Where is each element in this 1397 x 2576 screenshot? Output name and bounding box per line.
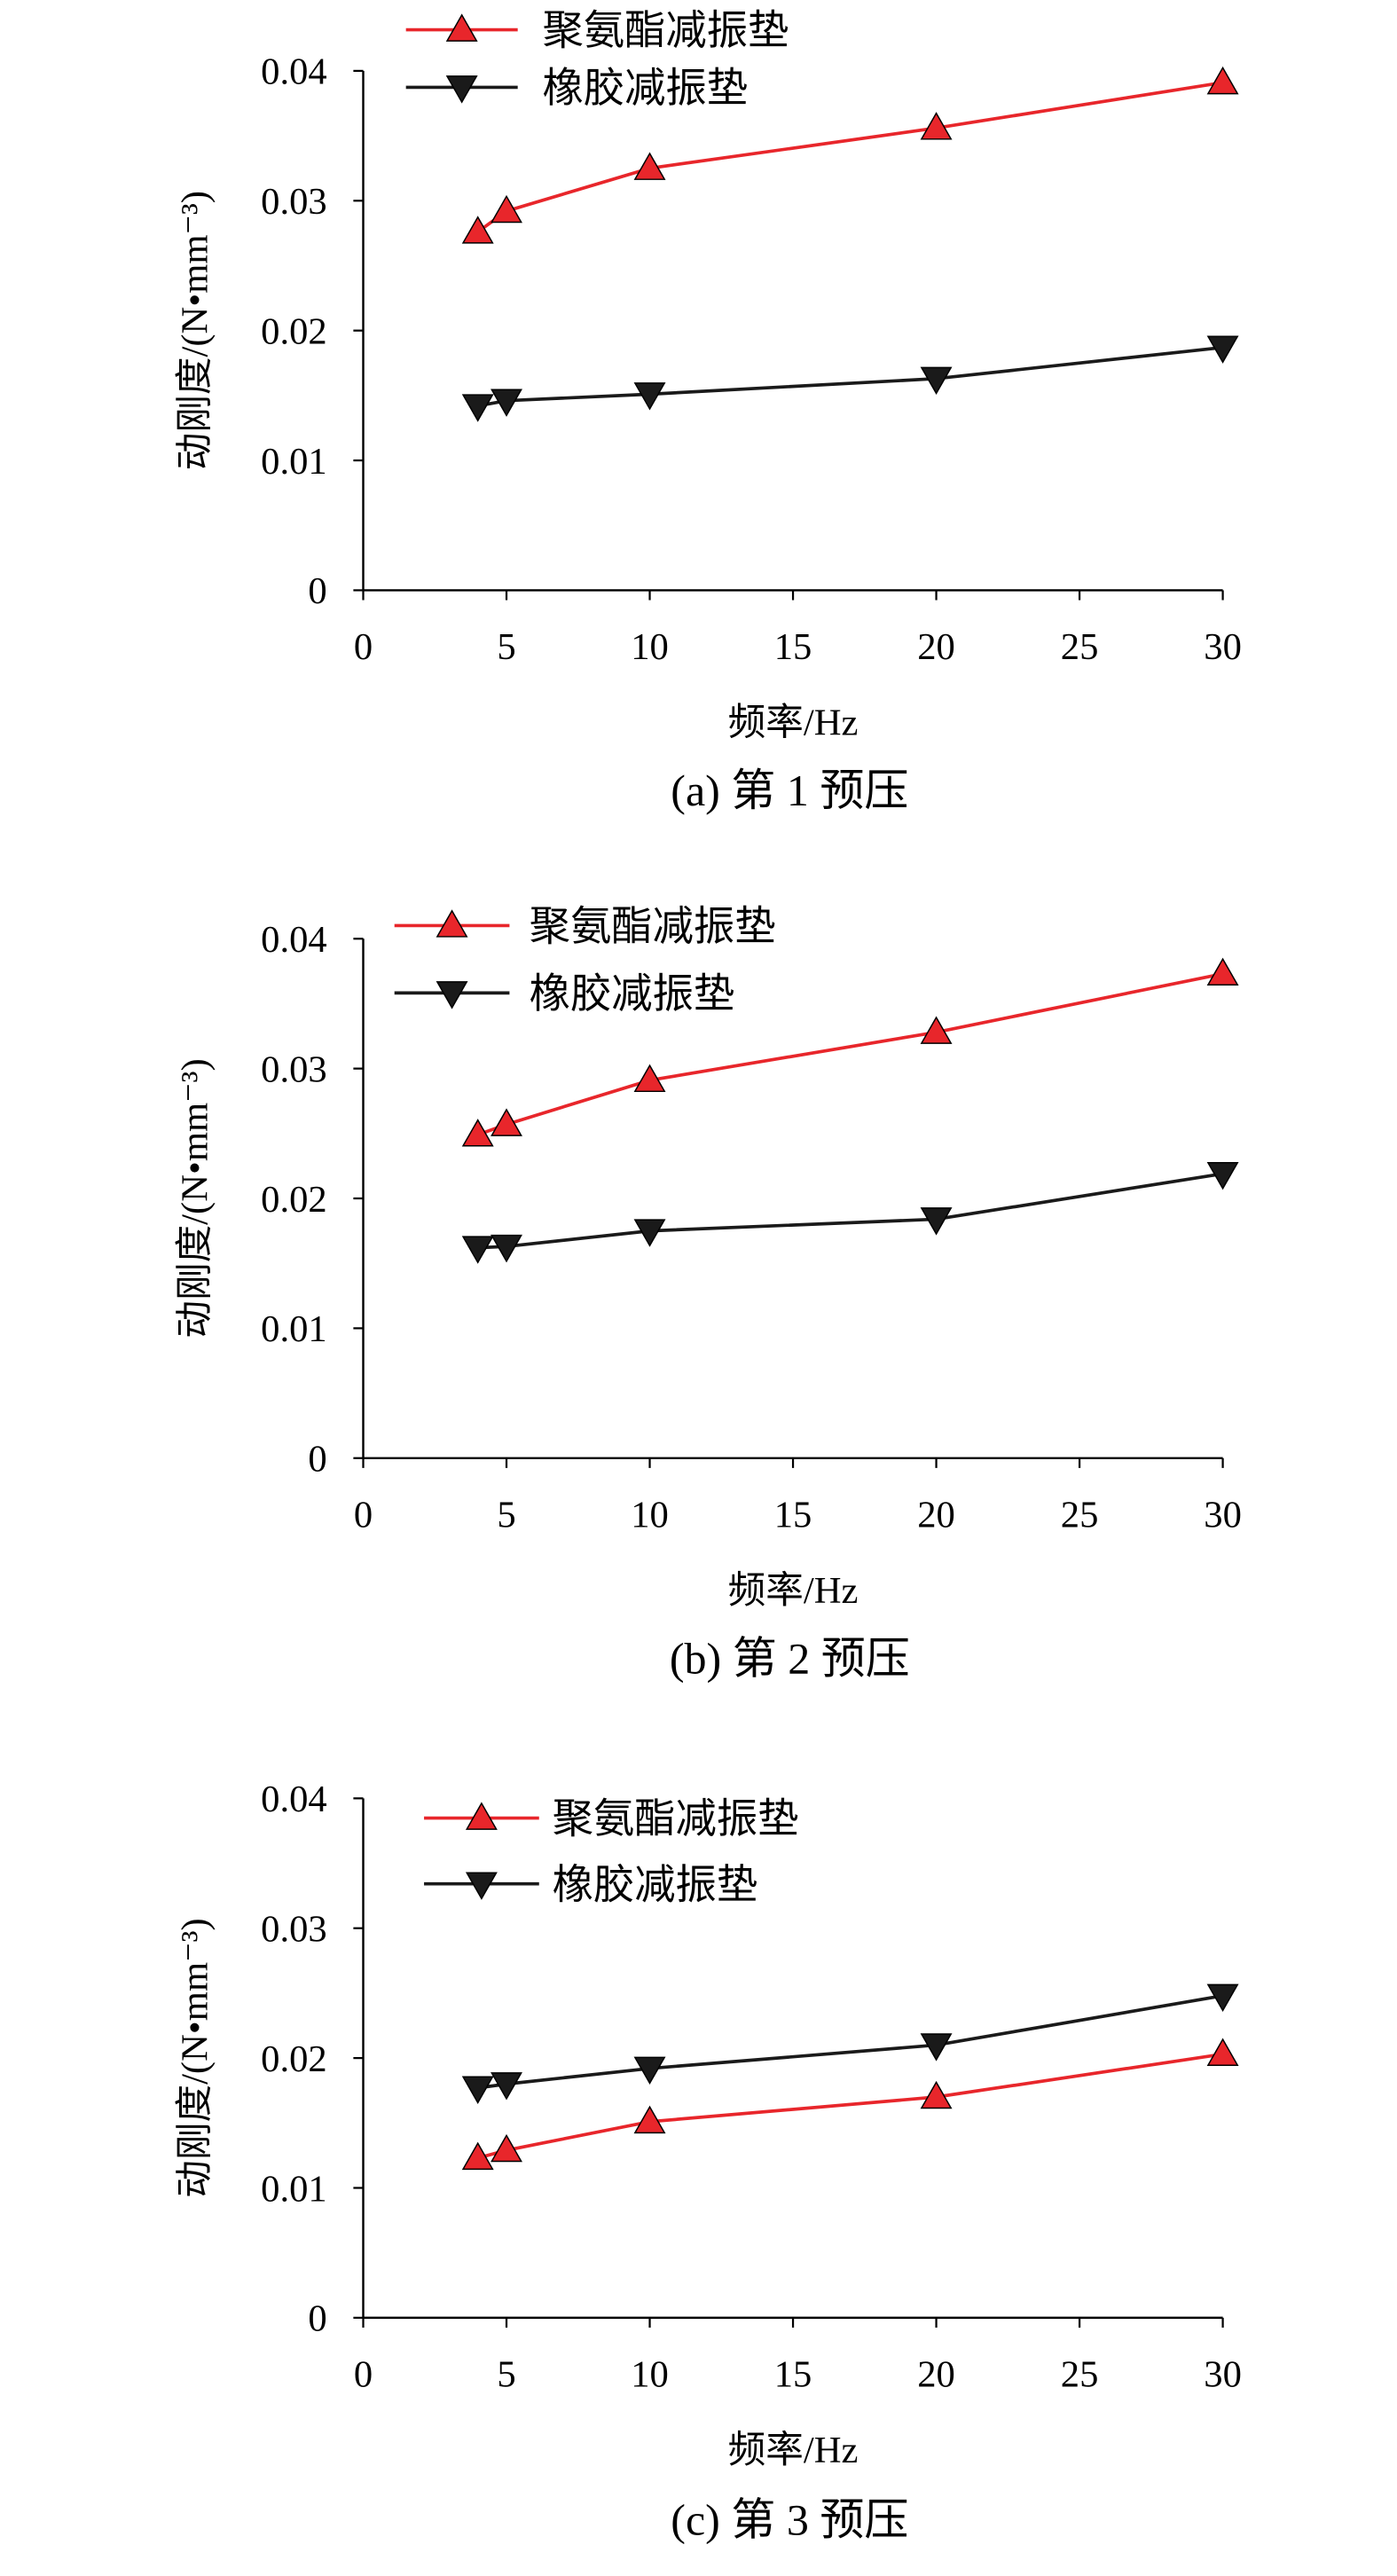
x-tick-label: 25 [1061,2354,1099,2396]
legend-label: 聚氨酯减振垫 [542,9,789,54]
legend-label: 橡胶减振垫 [542,67,748,112]
legend-label: 橡胶减振垫 [553,1863,758,1908]
y-tick-label: 0.04 [261,919,327,961]
data-point-marker [491,1234,522,1263]
data-point-marker [633,1219,666,1247]
legend-marker [465,1872,498,1900]
data-point-marker [920,366,953,395]
chart-caption: (b) 第 2 预压 [670,1634,910,1684]
data-point-marker [461,216,494,244]
data-point-marker [1206,1161,1239,1190]
data-point-marker [633,2056,666,2085]
data-point-marker [920,112,953,140]
y-tick-label: 0 [308,1439,326,1480]
data-point-marker [1206,2038,1239,2066]
x-tick-label: 0 [354,2354,373,2396]
y-tick-label: 0.01 [261,441,327,483]
y-tick-label: 0.04 [261,1779,327,1820]
x-tick-label: 30 [1204,626,1242,668]
y-tick-label: 0.03 [261,1909,327,1951]
y-tick-label: 0.01 [261,2168,327,2210]
legend-label: 聚氨酯减振垫 [553,1797,799,1842]
chart-panel-c: 0 0.01 0.02 0.03 0.04 0 5 10 15 20 25 30 动刚度/(N•mm⁻³… [174,1779,1241,2544]
legend-marker [445,13,478,42]
data-point-marker [920,2033,953,2062]
series-line-1 [477,1172,1223,1250]
x-tick-label: 10 [631,2354,669,2396]
x-tick-label: 20 [917,1495,955,1536]
chart-caption: (a) 第 1 预压 [671,766,908,815]
data-point-marker [461,1236,494,1264]
x-axis-label: 频率/Hz [728,702,859,743]
data-point-marker [633,382,666,411]
y-tick-label: 0 [308,2298,326,2340]
y-tick-label: 0.04 [261,51,327,93]
x-tick-label: 5 [497,626,515,668]
y-axis-label: 动刚度/(N•mm⁻³) [174,1918,216,2197]
x-tick-label: 20 [917,2354,955,2396]
series-line-1 [477,345,1223,408]
x-tick-label: 25 [1061,1495,1099,1536]
y-tick-label: 0.02 [261,2038,327,2080]
chart-panel-b: 0 0.01 0.02 0.03 0.04 0 5 10 15 20 25 30 动刚度/(N•mm⁻³… [174,905,1241,1683]
data-point-marker [633,1064,666,1093]
y-tick-label: 0.02 [261,310,327,352]
x-tick-label: 5 [497,2354,515,2396]
y-tick-label: 0.03 [261,181,327,223]
x-tick-label: 10 [631,626,669,668]
x-tick-label: 0 [354,1495,373,1536]
data-point-marker [1206,66,1239,95]
chart-caption: (c) 第 3 预压 [671,2494,908,2544]
chart-panel-a: 0 0.01 0.02 0.03 0.04 0 5 10 15 20 25 30 动刚度/(N•mm⁻³… [174,9,1241,815]
x-axis-label: 频率/Hz [728,1570,859,1612]
y-axis-label: 动刚度/(N•mm⁻³) [174,1058,216,1338]
x-tick-label: 30 [1204,2354,1242,2396]
y-tick-label: 0.01 [261,1308,327,1350]
data-point-marker [920,1207,953,1236]
data-point-marker [633,152,666,180]
x-tick-label: 15 [774,626,812,668]
data-point-marker [1206,335,1239,364]
x-tick-label: 20 [917,626,955,668]
x-axis-label: 频率/Hz [728,2430,859,2471]
x-tick-label: 15 [774,2354,812,2396]
data-point-marker [491,1108,522,1136]
data-point-marker [461,2076,494,2104]
y-tick-label: 0.02 [261,1179,327,1221]
x-tick-label: 10 [631,1495,669,1536]
data-point-marker [491,2133,522,2163]
x-tick-label: 0 [354,626,373,668]
legend-label: 橡胶减振垫 [530,972,735,1017]
x-tick-label: 30 [1204,1495,1242,1536]
legend-label: 聚氨酯减振垫 [530,905,776,950]
series-line-0 [477,2052,1223,2160]
data-point-marker [920,1016,953,1044]
data-point-marker [461,1119,494,1147]
data-point-marker [461,394,494,422]
legend-marker [436,909,468,938]
data-point-marker [1206,1983,1239,2013]
y-tick-label: 0 [308,570,326,612]
series-line-1 [477,1994,1223,2090]
x-tick-label: 15 [774,1495,812,1536]
data-point-marker [920,2080,953,2109]
data-point-marker [1206,957,1239,986]
x-tick-label: 5 [497,1495,515,1536]
data-point-marker [461,2141,494,2171]
legend-marker [465,1802,498,1830]
data-point-marker [491,389,522,417]
y-tick-label: 0.03 [261,1048,327,1090]
data-point-marker [491,2072,522,2101]
legend-marker [436,981,468,1009]
data-point-marker [491,194,522,224]
data-point-marker [633,2105,666,2134]
legend-marker [445,75,478,104]
y-axis-label: 动刚度/(N•mm⁻³) [174,191,216,470]
x-tick-label: 25 [1061,626,1099,668]
